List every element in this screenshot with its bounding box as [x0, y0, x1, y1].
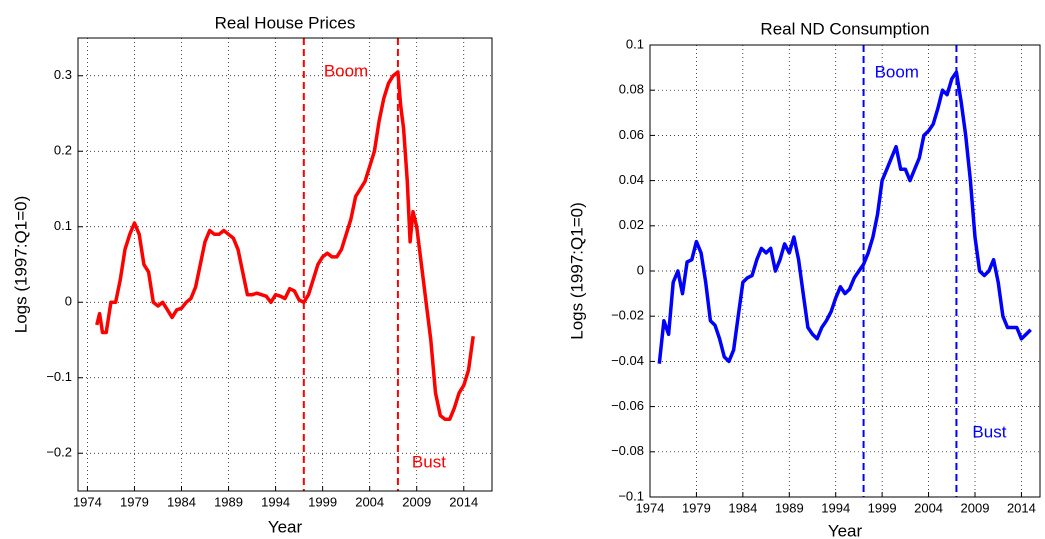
x-tick-label: 1974 [636, 500, 665, 515]
x-axis-label: Year [268, 517, 303, 536]
annotation: Boom [324, 61, 368, 80]
x-tick-label: 1994 [821, 500, 850, 515]
y-tick-label: 0.04 [619, 172, 644, 187]
y-tick-label: 0.08 [619, 82, 644, 97]
x-tick-label: 2004 [914, 500, 943, 515]
y-tick-label: 0.1 [626, 36, 644, 51]
y-tick-label: 0.2 [54, 143, 72, 158]
x-tick-label: 2004 [355, 494, 384, 509]
y-tick-label: −0.2 [46, 445, 72, 460]
x-tick-label: 1999 [308, 494, 337, 509]
plot-frame [649, 44, 1041, 498]
y-tick-label: −0.06 [611, 398, 644, 413]
x-tick-label: 1989 [775, 500, 804, 515]
x-tick-label: 2014 [1007, 500, 1036, 515]
y-tick-label: 0.02 [619, 217, 644, 232]
annotation: Boom [875, 62, 919, 81]
y-tick-label: −0.1 [618, 488, 644, 503]
annotation: Bust [412, 452, 446, 471]
data-line [657, 70, 1032, 364]
annotation: Bust [972, 422, 1006, 441]
x-tick-label: 1989 [214, 494, 243, 509]
y-tick-label: −0.1 [46, 369, 72, 384]
x-tick-label: 2014 [449, 494, 478, 509]
y-tick-label: 0.3 [54, 67, 72, 82]
chart-title: Real ND Consumption [760, 19, 929, 38]
y-tick-label: 0.1 [54, 218, 72, 233]
data-line [95, 70, 475, 422]
x-tick-label: 1999 [868, 500, 897, 515]
x-tick-label: 2009 [961, 500, 990, 515]
x-tick-label: 1984 [167, 494, 196, 509]
x-axis-label: Year [828, 521, 863, 539]
x-tick-label: 1979 [120, 494, 149, 509]
y-tick-label: −0.02 [611, 308, 644, 323]
y-tick-label: 0.06 [619, 127, 644, 142]
plot-frame [77, 37, 493, 492]
y-tick-label: −0.04 [611, 353, 644, 368]
y-tick-label: −0.08 [611, 443, 644, 458]
y-tick-label: 0 [65, 294, 72, 309]
y-axis-label: Logs (1997:Q1=0) [567, 202, 586, 340]
y-axis-label: Logs (1997:Q1=0) [11, 196, 30, 334]
y-tick-label: 0 [637, 262, 644, 277]
x-tick-label: 1984 [728, 500, 757, 515]
x-tick-label: 1974 [73, 494, 102, 509]
chart-title: Real House Prices [215, 13, 356, 32]
x-tick-label: 1979 [682, 500, 711, 515]
x-tick-label: 2009 [402, 494, 431, 509]
x-tick-label: 1994 [261, 494, 290, 509]
